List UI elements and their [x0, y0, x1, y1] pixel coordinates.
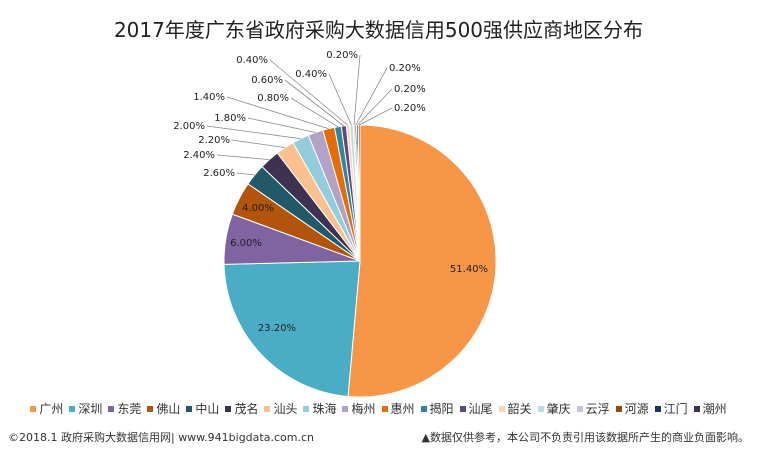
legend-swatch — [615, 405, 622, 412]
slice-label-汕尾: 0.60% — [251, 75, 283, 86]
legend-label: 东莞 — [117, 402, 142, 416]
leader-line-中山 — [236, 172, 255, 176]
legend-item-东莞: 东莞 — [108, 400, 141, 417]
leader-line-肇庆 — [328, 73, 352, 126]
slice-label-汕头: 2.20% — [198, 135, 230, 146]
legend-item-佛山: 佛山 — [147, 400, 180, 417]
legend: 广州 深圳 东莞 佛山 中山 茂名 汕头 珠海 梅州 惠州 揭阳 汕尾 韶关 肇庆 云浮 河源 江门 潮州 — [0, 400, 757, 417]
slice-label-潮州: 0.20% — [394, 103, 426, 114]
slice-label-中山: 2.60% — [203, 168, 235, 179]
legend-item-揭阳: 揭阳 — [420, 400, 454, 417]
legend-swatch — [30, 405, 37, 412]
slice-label-珠海: 2.00% — [173, 121, 205, 132]
legend-label: 江门 — [663, 402, 688, 416]
legend-label: 佛山 — [156, 402, 181, 416]
legend-label: 深圳 — [78, 402, 103, 416]
legend-label: 梅州 — [351, 402, 376, 416]
legend-item-肇庆: 肇庆 — [537, 400, 571, 417]
slice-label-茂名: 2.40% — [183, 150, 215, 161]
slice-label-东莞: 6.00% — [230, 238, 262, 249]
legend-swatch — [420, 405, 427, 412]
legend-item-茂名: 茂名 — [225, 400, 258, 417]
legend-label: 肇庆 — [546, 402, 571, 416]
legend-swatch — [576, 405, 583, 412]
legend-label: 汕头 — [273, 402, 298, 416]
leader-line-汕头 — [231, 139, 286, 148]
legend-swatch — [225, 405, 232, 412]
slice-label-江门: 0.20% — [394, 84, 426, 95]
legend-swatch — [186, 405, 193, 412]
slice-label-云浮: 0.20% — [326, 50, 358, 61]
leader-line-茂名 — [216, 154, 270, 160]
legend-item-广州: 广州 — [30, 400, 63, 417]
slice-labels: 51.40% 23.20% 6.00% 4.00% 2.60% 2.40% 2.20% 2.0… — [173, 50, 488, 334]
legend-label: 揭阳 — [429, 402, 454, 416]
legend-item-汕头: 汕头 — [264, 400, 297, 417]
pie-slice-广州 — [347, 124, 497, 398]
footer-copyright: ©2018.1 政府采购大数据信用网| www.941bigdata.com.c… — [8, 431, 314, 444]
legend-item-云浮: 云浮 — [576, 400, 610, 417]
legend-swatch — [654, 405, 661, 412]
legend-swatch — [303, 405, 310, 412]
legend-item-珠海: 珠海 — [303, 400, 336, 417]
legend-label: 汕尾 — [468, 402, 493, 416]
slice-label-揭阳: 0.80% — [257, 93, 289, 104]
legend-label: 云浮 — [585, 402, 610, 416]
legend-swatch — [264, 405, 271, 412]
legend-item-梅州: 梅州 — [342, 400, 376, 417]
legend-label: 茂名 — [234, 402, 259, 416]
leader-lines — [206, 54, 393, 176]
leader-line-云浮 — [353, 54, 361, 126]
chart-title: 2017年度广东省政府采购大数据信用500强供应商地区分布 — [113, 18, 644, 42]
legend-item-江门: 江门 — [654, 400, 688, 417]
footer-disclaimer: ▲数据仅供参考，本公司不负责引用该数据所产生的商业负面影响。 — [421, 431, 749, 444]
pie-slices — [223, 124, 497, 398]
legend-label: 惠州 — [390, 402, 415, 416]
legend-item-潮州: 潮州 — [693, 400, 727, 417]
legend-item-汕尾: 汕尾 — [459, 400, 493, 417]
legend-swatch — [69, 405, 76, 412]
leader-line-揭阳 — [290, 97, 339, 128]
legend-item-韶关: 韶关 — [498, 400, 532, 417]
leader-line-潮州 — [358, 107, 393, 126]
legend-label: 河源 — [624, 402, 649, 416]
legend-item-惠州: 惠州 — [381, 400, 415, 417]
legend-swatch — [108, 405, 115, 412]
slice-label-佛山: 4.00% — [242, 203, 274, 214]
slice-label-梅州: 1.80% — [214, 113, 246, 124]
legend-swatch — [147, 405, 154, 412]
leader-line-河源 — [355, 67, 388, 126]
legend-label: 珠海 — [312, 402, 337, 416]
legend-item-河源: 河源 — [615, 400, 649, 417]
legend-swatch — [459, 405, 466, 412]
leader-line-惠州 — [226, 96, 329, 130]
legend-swatch — [498, 405, 505, 412]
leader-line-汕尾 — [284, 79, 345, 127]
slice-label-深圳: 23.20% — [258, 323, 296, 334]
leader-line-珠海 — [206, 125, 301, 140]
legend-label: 韶关 — [507, 402, 532, 416]
legend-swatch — [381, 405, 388, 412]
leader-line-江门 — [357, 88, 393, 126]
legend-label: 潮州 — [702, 402, 727, 416]
footer: ©2018.1 政府采购大数据信用网| www.941bigdata.com.c… — [0, 427, 757, 447]
legend-label: 广州 — [39, 402, 64, 416]
legend-item-深圳: 深圳 — [69, 400, 102, 417]
slice-label-韶关: 0.40% — [236, 55, 268, 66]
leader-line-梅州 — [247, 117, 316, 133]
slice-label-肇庆: 0.40% — [295, 69, 327, 80]
slice-label-惠州: 1.40% — [193, 92, 225, 103]
slice-label-河源: 0.20% — [389, 63, 421, 74]
legend-item-中山: 中山 — [186, 400, 219, 417]
legend-swatch — [693, 405, 700, 412]
legend-swatch — [537, 405, 544, 412]
legend-swatch — [342, 405, 349, 412]
leader-line-韶关 — [269, 59, 349, 126]
legend-label: 中山 — [195, 402, 220, 416]
slice-label-广州: 51.40% — [450, 264, 488, 275]
pie-slice-深圳 — [223, 260, 361, 398]
